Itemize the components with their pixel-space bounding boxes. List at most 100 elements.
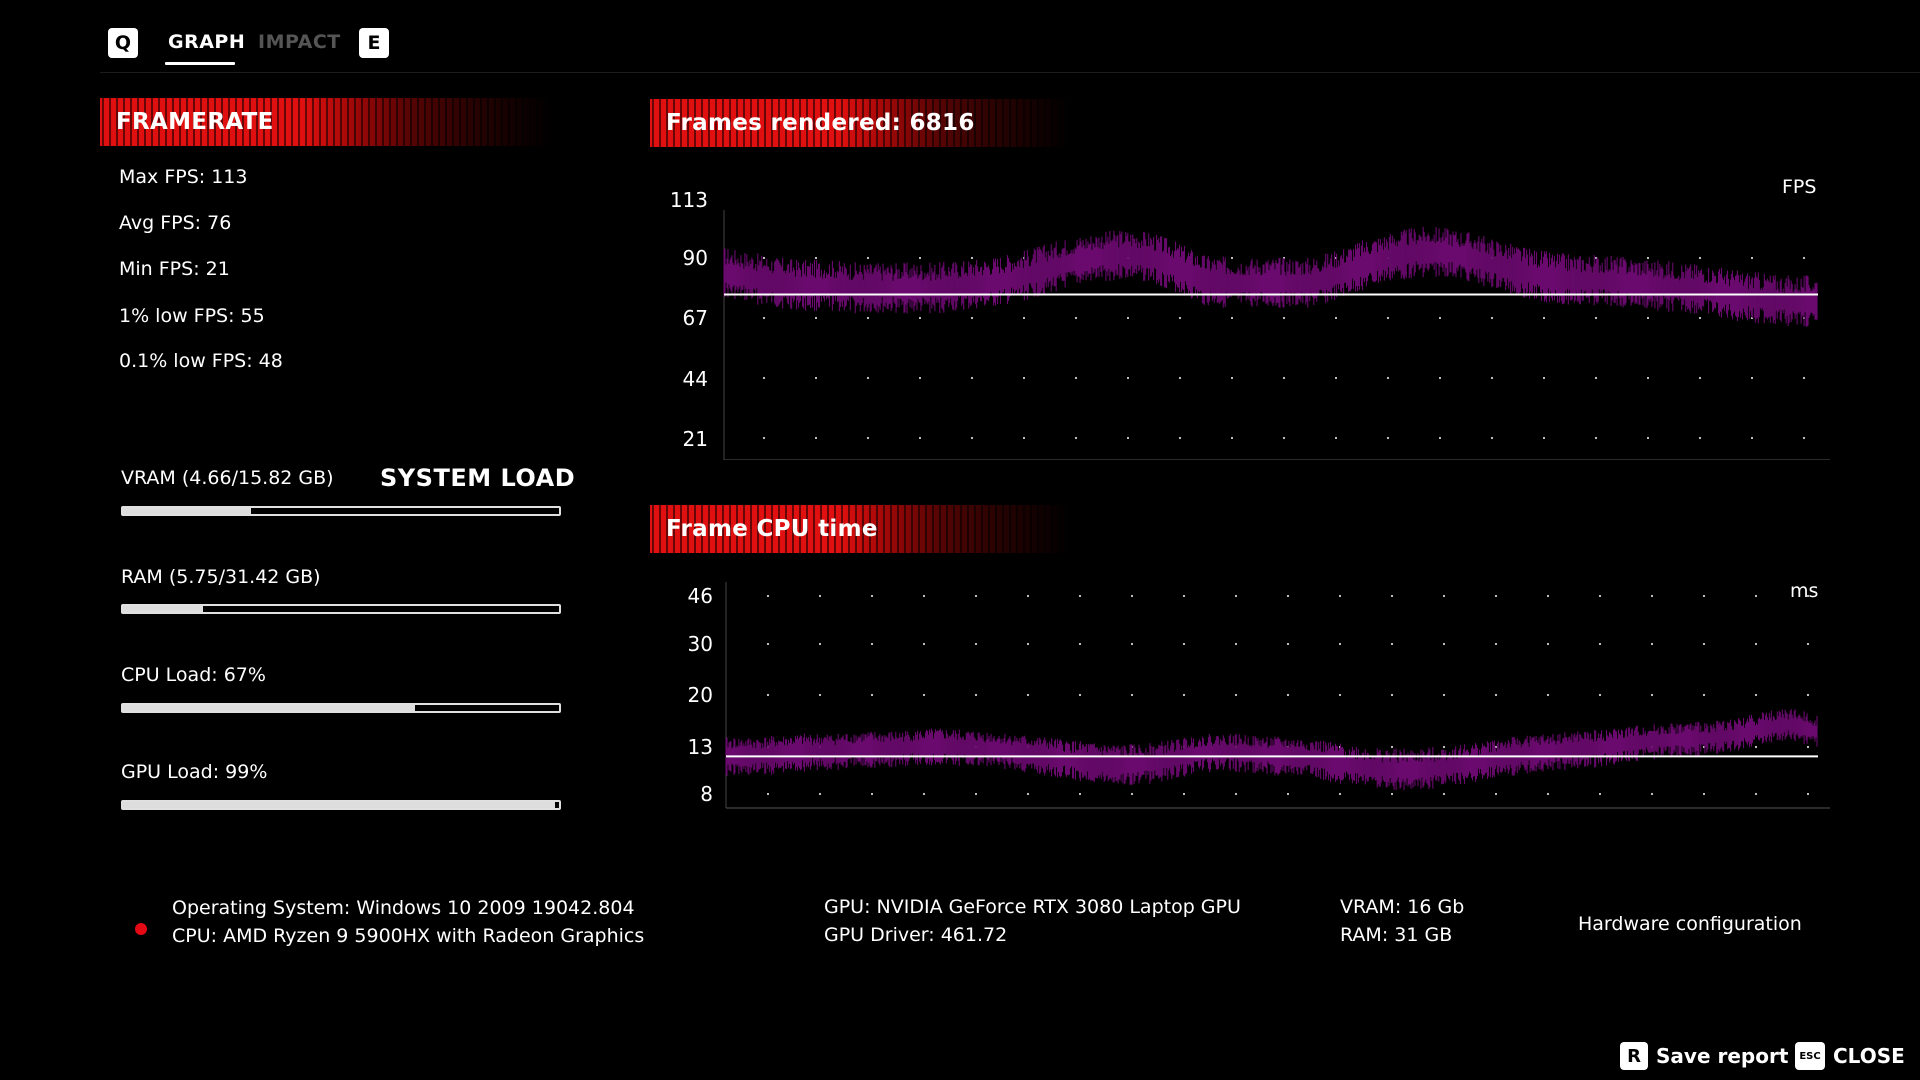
grid-dot — [866, 376, 870, 380]
grid-dot — [1130, 792, 1134, 796]
grid-dot — [1806, 693, 1810, 697]
min-fps-stat: Min FPS: 21 — [119, 258, 230, 280]
grid-dot — [1650, 792, 1654, 796]
grid-dot — [818, 594, 822, 598]
grid-dot — [766, 792, 770, 796]
grid-dot — [814, 436, 818, 440]
hardware-left-block: Operating System: Windows 10 2009 19042.… — [172, 894, 644, 950]
grid-dot — [1494, 594, 1498, 598]
tab-graph-underline — [165, 62, 235, 65]
grid-dot — [766, 594, 770, 598]
grid-dot — [1650, 693, 1654, 697]
grid-dot — [1594, 376, 1598, 380]
grid-dot — [1230, 256, 1234, 260]
cpu-ytick: 20 — [687, 683, 713, 707]
grid-dot — [970, 376, 974, 380]
grid-dot — [1282, 376, 1286, 380]
tab-graph[interactable]: GRAPH — [168, 31, 246, 53]
grid-dot — [1234, 693, 1238, 697]
tab-impact[interactable]: IMPACT — [258, 31, 341, 53]
grid-dot — [1702, 693, 1706, 697]
grid-dot — [1026, 594, 1030, 598]
grid-dot — [762, 256, 766, 260]
grid-dot — [1282, 436, 1286, 440]
grid-dot — [1334, 436, 1338, 440]
grid-dot — [1334, 376, 1338, 380]
grid-dot — [1026, 642, 1030, 646]
hardware-config-title: Hardware configuration — [1578, 913, 1802, 935]
grid-dot — [1754, 745, 1758, 749]
close-button[interactable]: ESC CLOSE — [1795, 1042, 1905, 1070]
grid-dot — [1182, 693, 1186, 697]
grid-dot — [1754, 594, 1758, 598]
grid-dot — [1126, 316, 1130, 320]
q-key-icon[interactable]: Q — [108, 28, 138, 58]
grid-dot — [1126, 376, 1130, 380]
grid-dot — [1078, 792, 1082, 796]
grid-dot — [922, 792, 926, 796]
gpu-info: GPU: NVIDIA GeForce RTX 3080 Laptop GPU — [824, 896, 1241, 918]
grid-dot — [818, 693, 822, 697]
frames-rendered-title: Frames rendered: 6816 — [666, 110, 975, 136]
grid-dot — [1286, 792, 1290, 796]
grid-dot — [1386, 436, 1390, 440]
grid-dot — [1546, 642, 1550, 646]
grid-dot — [866, 256, 870, 260]
grid-dot — [1234, 792, 1238, 796]
grid-dot — [1282, 316, 1286, 320]
grid-dot — [1230, 316, 1234, 320]
grid-dot — [814, 256, 818, 260]
grid-dot — [1022, 436, 1026, 440]
low1-fps-stat: 1% low FPS: 55 — [119, 305, 265, 327]
grid-dot — [1390, 594, 1394, 598]
grid-dot — [870, 594, 874, 598]
grid-dot — [1286, 693, 1290, 697]
grid-dot — [766, 642, 770, 646]
grid-dot — [1442, 594, 1446, 598]
grid-dot — [814, 376, 818, 380]
grid-dot — [918, 436, 922, 440]
grid-dot — [1442, 792, 1446, 796]
grid-dot — [1338, 792, 1342, 796]
avg-fps-stat: Avg FPS: 76 — [119, 212, 232, 234]
fps-ytick: 90 — [682, 246, 708, 270]
grid-dot — [818, 642, 822, 646]
framerate-title: FRAMERATE — [116, 109, 274, 135]
grid-dot — [1074, 316, 1078, 320]
grid-dot — [1698, 316, 1702, 320]
grid-dot — [814, 316, 818, 320]
os-info: Operating System: Windows 10 2009 19042.… — [172, 897, 635, 919]
fps-chart-banner: Frames rendered: 6816 — [650, 99, 1070, 147]
grid-dot — [1490, 316, 1494, 320]
fps-ytick: 44 — [682, 367, 708, 391]
grid-dot — [1442, 745, 1446, 749]
grid-dot — [1130, 642, 1134, 646]
grid-dot — [1438, 436, 1442, 440]
grid-dot — [1022, 376, 1026, 380]
save-report-button[interactable]: R Save report — [1620, 1042, 1788, 1070]
grid-dot — [974, 594, 978, 598]
ram-load-fill — [123, 606, 203, 612]
grid-dot — [974, 642, 978, 646]
grid-dot — [1442, 642, 1446, 646]
grid-dot — [1178, 316, 1182, 320]
grid-dot — [1698, 376, 1702, 380]
grid-dot — [1594, 316, 1598, 320]
grid-dot — [1702, 594, 1706, 598]
grid-dot — [1754, 693, 1758, 697]
grid-dot — [918, 316, 922, 320]
grid-dot — [1334, 316, 1338, 320]
cpu-ytick: 8 — [700, 782, 713, 806]
grid-dot — [1750, 376, 1754, 380]
grid-dot — [1230, 436, 1234, 440]
grid-dot — [870, 693, 874, 697]
grid-dot — [1074, 376, 1078, 380]
grid-dot — [970, 436, 974, 440]
grid-dot — [1182, 792, 1186, 796]
grid-dot — [1026, 792, 1030, 796]
gpu-load-bar — [121, 800, 561, 810]
e-key-icon[interactable]: E — [359, 28, 389, 58]
grid-dot — [1750, 256, 1754, 260]
grid-dot — [1542, 376, 1546, 380]
grid-dot — [1802, 376, 1806, 380]
